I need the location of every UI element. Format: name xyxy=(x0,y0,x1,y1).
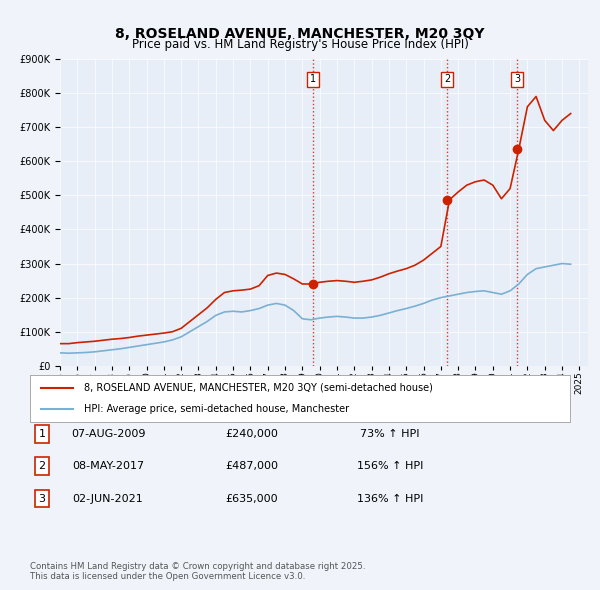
Text: 73% ↑ HPI: 73% ↑ HPI xyxy=(360,429,420,438)
Text: 1: 1 xyxy=(38,429,46,438)
Text: 08-MAY-2017: 08-MAY-2017 xyxy=(72,461,144,471)
Text: £635,000: £635,000 xyxy=(226,494,278,503)
Text: 3: 3 xyxy=(38,494,46,503)
Text: £487,000: £487,000 xyxy=(226,461,278,471)
Text: Price paid vs. HM Land Registry's House Price Index (HPI): Price paid vs. HM Land Registry's House … xyxy=(131,38,469,51)
Text: 02-JUN-2021: 02-JUN-2021 xyxy=(73,494,143,503)
Text: 8, ROSELAND AVENUE, MANCHESTER, M20 3QY: 8, ROSELAND AVENUE, MANCHESTER, M20 3QY xyxy=(115,27,485,41)
Text: 07-AUG-2009: 07-AUG-2009 xyxy=(71,429,145,438)
Text: Contains HM Land Registry data © Crown copyright and database right 2025.
This d: Contains HM Land Registry data © Crown c… xyxy=(30,562,365,581)
Text: 8, ROSELAND AVENUE, MANCHESTER, M20 3QY (semi-detached house): 8, ROSELAND AVENUE, MANCHESTER, M20 3QY … xyxy=(84,383,433,393)
Text: 1: 1 xyxy=(310,74,316,84)
Text: 3: 3 xyxy=(514,74,520,84)
Text: 2: 2 xyxy=(444,74,450,84)
Text: 156% ↑ HPI: 156% ↑ HPI xyxy=(357,461,423,471)
Text: 2: 2 xyxy=(38,461,46,471)
Text: 136% ↑ HPI: 136% ↑ HPI xyxy=(357,494,423,503)
Text: HPI: Average price, semi-detached house, Manchester: HPI: Average price, semi-detached house,… xyxy=(84,404,349,414)
Text: £240,000: £240,000 xyxy=(226,429,278,438)
